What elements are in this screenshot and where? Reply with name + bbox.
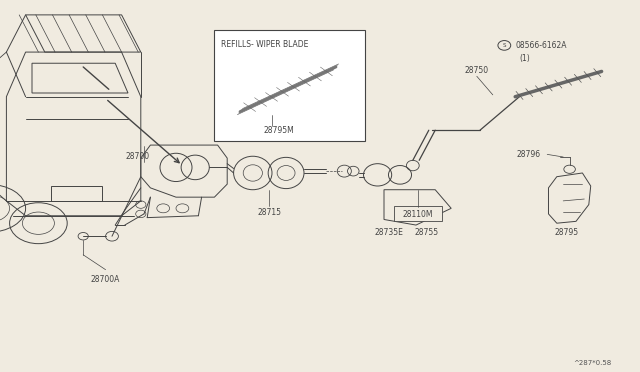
Text: 28795: 28795	[554, 228, 579, 237]
Text: ^287*0.58: ^287*0.58	[573, 360, 611, 366]
Text: 28796: 28796	[516, 150, 541, 159]
Text: 28750: 28750	[465, 66, 489, 75]
Text: 28755: 28755	[415, 228, 439, 237]
Text: S: S	[502, 43, 506, 48]
Text: 28700: 28700	[125, 152, 150, 161]
Text: 08566-6162A: 08566-6162A	[515, 41, 566, 50]
Text: (1): (1)	[520, 54, 530, 63]
Text: REFILLS- WIPER BLADE: REFILLS- WIPER BLADE	[221, 40, 308, 49]
Text: 28795M: 28795M	[263, 126, 294, 135]
Bar	[394, 206, 442, 221]
Text: 28110M: 28110M	[403, 210, 433, 219]
Text: 28715: 28715	[257, 208, 282, 217]
Bar	[51, 186, 102, 201]
Text: 28735E: 28735E	[374, 228, 403, 237]
Text: 28700A: 28700A	[91, 275, 120, 283]
Bar	[214, 30, 365, 141]
